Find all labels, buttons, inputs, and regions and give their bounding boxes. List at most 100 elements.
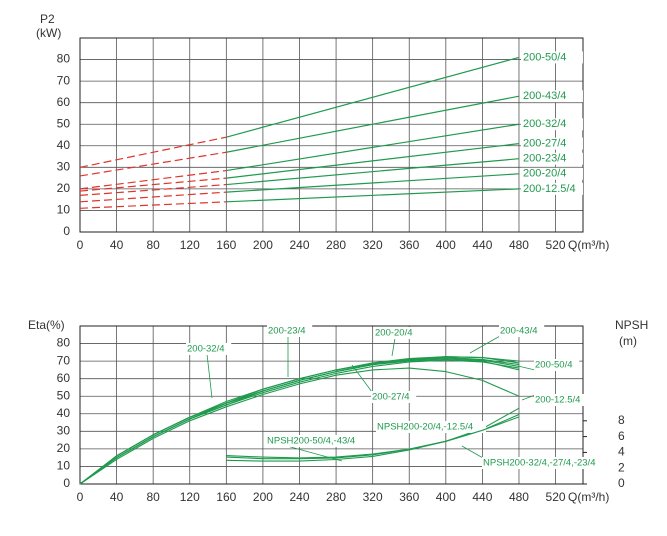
y-tick-label: 50 <box>57 116 71 130</box>
dashed-line <box>79 151 227 177</box>
series-label: 200-27/4 <box>523 138 566 150</box>
x-tick-label: 440 <box>472 238 492 252</box>
series-line <box>226 95 520 153</box>
label-bg <box>520 167 583 180</box>
dashed-line <box>79 177 227 192</box>
series-line <box>79 367 520 485</box>
series-line <box>226 143 520 179</box>
x-tick-label: 360 <box>399 238 419 252</box>
x-tick-label: 480 <box>509 490 529 504</box>
y-tick-label: 60 <box>57 95 71 109</box>
x-axis-title: Q(m³/h) <box>568 490 609 504</box>
y2-tick-label: 0 <box>618 476 625 490</box>
x-axis-title: Q(m³/h) <box>568 238 609 252</box>
dashed-line <box>79 191 227 203</box>
y2-tick-label: 2 <box>618 460 625 474</box>
series-line <box>226 173 520 193</box>
dashed-line <box>79 183 227 196</box>
series-label: 200-32/4 <box>187 344 225 355</box>
x-tick-label: 240 <box>289 238 309 252</box>
series-line <box>226 188 520 203</box>
y-tick-label: 70 <box>57 353 71 367</box>
x-tick-label: 0 <box>77 238 84 252</box>
series-label: 200-32/4 <box>523 118 566 130</box>
x-tick-label: 40 <box>110 238 124 252</box>
y-tick-label: 50 <box>57 388 71 402</box>
series-label: 200-27/4 <box>372 392 410 403</box>
y-tick-label: 40 <box>57 406 71 420</box>
label-bg <box>499 325 545 337</box>
series-label: 200-23/4 <box>268 326 306 337</box>
series-label: 200-50/4 <box>535 360 573 371</box>
y-axis-unit: (kW) <box>36 26 61 40</box>
leader-line <box>521 394 536 401</box>
series-line <box>226 158 520 186</box>
label-bg <box>520 51 583 64</box>
series-label: 200-12.5/4 <box>523 183 576 195</box>
y2-axis-unit: (m) <box>619 334 637 348</box>
y-tick-label: 40 <box>57 138 71 152</box>
y-tick-label: 10 <box>57 459 71 473</box>
x-tick-label: 440 <box>472 490 492 504</box>
leader-line <box>461 445 484 459</box>
series-label: 200-50/4 <box>523 51 566 63</box>
x-tick-label: 360 <box>399 490 419 504</box>
label-bg <box>371 391 417 403</box>
x-tick-label: 520 <box>546 490 566 504</box>
series-label: NPSH200-50/4,-43/4 <box>267 436 355 447</box>
label-bg <box>374 327 420 339</box>
x-tick-label: 80 <box>146 238 160 252</box>
x-tick-label: 320 <box>363 490 383 504</box>
label-bg <box>520 152 583 165</box>
y-tick-label: 80 <box>57 336 71 350</box>
x-tick-label: 80 <box>146 490 160 504</box>
y-tick-label: 80 <box>57 52 71 66</box>
y-tick-label: 20 <box>57 181 71 195</box>
y-tick-label: 30 <box>57 160 71 174</box>
series-label: 200-20/4 <box>523 168 566 180</box>
series-label: 200-43/4 <box>500 326 538 337</box>
dashed-line <box>79 136 227 168</box>
label-bg <box>520 137 583 150</box>
label-bg <box>520 182 583 195</box>
series-line <box>226 123 520 172</box>
leader-line <box>206 353 213 399</box>
y-tick-label: 20 <box>57 441 71 455</box>
plot-border <box>79 37 584 233</box>
dashed-line <box>79 201 227 209</box>
y-tick-label: 0 <box>63 224 70 238</box>
x-tick-label: 320 <box>363 238 383 252</box>
x-tick-label: 480 <box>509 238 529 252</box>
label-bg <box>482 457 614 469</box>
label-bg <box>186 343 232 355</box>
leader-line <box>351 364 373 393</box>
label-bg <box>520 90 583 103</box>
y2-tick-label: 8 <box>618 413 625 427</box>
x-tick-label: 120 <box>180 238 200 252</box>
label-bg <box>376 421 486 433</box>
y-axis-title: Eta(%) <box>28 318 65 332</box>
x-tick-label: 160 <box>216 490 236 504</box>
series-line <box>226 56 520 138</box>
x-tick-label: 400 <box>436 490 456 504</box>
series-label: 200-12.5/4 <box>535 395 580 406</box>
series-label: 200-20/4 <box>375 328 413 339</box>
leader-line <box>469 335 501 354</box>
series-line <box>79 358 520 485</box>
x-tick-label: 200 <box>253 490 273 504</box>
series-label: NPSH200-20/4,-12.5/4 <box>377 422 473 433</box>
y-tick-label: 0 <box>63 476 70 490</box>
y-tick-label: 10 <box>57 203 71 217</box>
x-tick-label: 0 <box>77 490 84 504</box>
x-tick-label: 280 <box>326 238 346 252</box>
leader-line <box>391 337 396 357</box>
y-tick-label: 30 <box>57 424 71 438</box>
y2-axis-title: NPSH <box>615 318 648 332</box>
x-tick-label: 120 <box>180 490 200 504</box>
label-bg <box>520 118 583 131</box>
label-bg <box>267 325 313 337</box>
x-tick-label: 200 <box>253 238 273 252</box>
label-bg <box>266 435 366 447</box>
x-tick-label: 520 <box>546 238 566 252</box>
y-axis-title: P2 <box>40 12 55 26</box>
